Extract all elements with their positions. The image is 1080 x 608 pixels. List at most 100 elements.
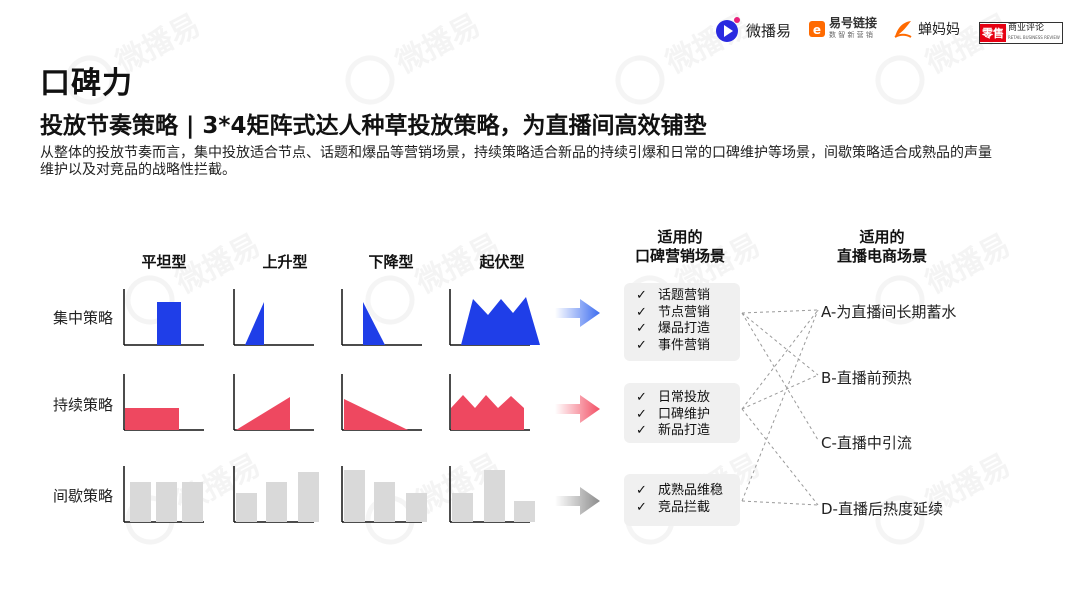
scene-item: ✓ 成熟品维稳	[636, 483, 740, 500]
shape-intermittent-flat-bar	[182, 482, 203, 522]
column-header-falling: 下降型	[368, 253, 414, 271]
connector-line	[741, 408, 819, 506]
logo-chanmama: 蝉妈妈	[892, 18, 960, 40]
shape-continuous-flat	[125, 408, 179, 430]
arrow-right-icon	[555, 487, 600, 515]
scene-header-line1: 适用的	[657, 228, 703, 246]
arrow-right-icon	[555, 395, 600, 423]
scene-item: ✓ 爆品打造	[636, 321, 740, 338]
connector-line	[741, 309, 819, 502]
scene-item-label: 话题营销	[658, 288, 711, 303]
shape-intermittent-falling-bar	[344, 470, 365, 522]
scene-item-label: 节点营销	[658, 304, 711, 320]
shape-intermittent-fluctuating-bar	[452, 493, 473, 522]
live-item-c: C-直播中引流	[821, 434, 912, 452]
shape-concentrated-fluctuating	[461, 297, 540, 345]
scene-header-line2: 口碑营销场景	[634, 247, 725, 265]
shape-intermittent-flat-bar	[156, 482, 177, 522]
yihao-logo-icon: e	[809, 21, 825, 37]
shape-intermittent-rising-bar	[298, 472, 319, 522]
shape-continuous-falling	[344, 399, 408, 430]
shape-concentrated-falling	[363, 302, 385, 345]
shape-intermittent-falling-bar	[406, 493, 427, 522]
shape-intermittent-rising-bar	[266, 482, 287, 522]
connector-line	[741, 309, 819, 410]
row-label-intermittent: 间歇策略	[53, 487, 114, 505]
watermark-icon	[875, 55, 925, 105]
check-icon: ✓	[636, 321, 647, 336]
check-icon: ✓	[636, 288, 647, 303]
live-header-line2: 直播电商场景	[836, 247, 927, 265]
check-icon: ✓	[636, 406, 647, 422]
scene-box-intermittent: ✓ 成熟品维稳 ✓ 竞品拦截	[624, 474, 740, 526]
logo-chanmama-text: 蝉妈妈	[918, 22, 960, 38]
shape-continuous-rising	[236, 397, 290, 430]
logo-retail-tagline: RETAIL BUSINESS REVIEW	[1008, 35, 1060, 40]
chanmama-logo-icon	[894, 21, 912, 38]
row-label-continuous: 持续策略	[53, 396, 114, 414]
scene-item-label: 口碑维护	[658, 406, 711, 422]
watermark-icon	[65, 55, 115, 105]
connector-line	[741, 500, 819, 506]
scene-item-label: 竞品拦截	[658, 499, 711, 515]
scene-item: ✓ 话题营销	[636, 288, 740, 305]
check-icon: ✓	[636, 423, 647, 438]
scene-item-label: 日常投放	[658, 390, 711, 405]
scene-item-label: 爆品打造	[658, 321, 711, 336]
watermark-icon	[365, 275, 415, 325]
live-header: 适用的 直播电商场景	[812, 228, 952, 266]
scene-item: ✓ 口碑维护	[636, 407, 740, 424]
scene-item: ✓ 竞品拦截	[636, 500, 740, 517]
svg-text:e: e	[813, 23, 821, 37]
logo-weiboyi-text: 微播易	[746, 21, 792, 40]
check-icon: ✓	[636, 337, 647, 353]
scene-item: ✓ 节点营销	[636, 305, 740, 322]
connector-line	[741, 312, 819, 376]
shape-intermittent-fluctuating-bar	[514, 501, 535, 522]
live-item-d: D-直播后热度延续	[821, 500, 943, 518]
scene-box-continuous: ✓ 日常投放 ✓ 口碑维护 ✓ 新品打造	[624, 383, 740, 443]
arrow-right-icon	[555, 299, 600, 327]
check-icon: ✓	[636, 499, 647, 515]
page-subtitle: 投放节奏策略 | 3*4矩阵式达人种草投放策略，为直播间高效铺垫	[40, 113, 707, 139]
logo-retail-badge: 零售	[980, 24, 1006, 42]
column-header-rising: 上升型	[262, 253, 308, 271]
scene-item: ✓ 新品打造	[636, 423, 740, 440]
weiboyi-logo-icon	[716, 17, 740, 42]
scene-item: ✓ 日常投放	[636, 390, 740, 407]
watermark-icon	[345, 55, 395, 105]
scene-box-concentrated: ✓ 话题营销 ✓ 节点营销 ✓ 爆品打造 ✓ 事件营销	[624, 283, 740, 361]
connector-line	[741, 309, 819, 314]
watermark-icon	[615, 55, 665, 105]
shape-intermittent-flat-bar	[130, 482, 151, 522]
logo-yihao: e 易号链接 数 智 新 营 销	[808, 17, 877, 41]
live-header-line1: 适用的	[859, 228, 905, 246]
shape-concentrated-rising	[245, 302, 264, 345]
logo-retail-text: 商业评论	[1008, 23, 1045, 33]
shape-concentrated-flat	[157, 302, 181, 345]
shape-intermittent-fluctuating-bar	[484, 470, 505, 522]
logo-yihao-text: 易号链接	[829, 16, 878, 30]
shape-intermittent-falling-bar	[374, 482, 395, 522]
watermark-icon	[875, 275, 925, 325]
partner-logos: 微播易 e 易号链接 数 智 新 营 销 蝉妈妈 零售 商业评论 RETAIL …	[0, 0, 1080, 60]
page-description: 从整体的投放节奏而言，集中投放适合节点、话题和爆品等营销场景，持续策略适合新品的…	[40, 145, 992, 178]
page-title: 口碑力	[40, 66, 133, 101]
scene-item: ✓ 事件营销	[636, 338, 740, 355]
logo-weiboyi: 微播易	[714, 16, 791, 44]
scene-item-label: 成熟品维稳	[658, 483, 724, 498]
shape-intermittent-rising-bar	[236, 493, 257, 522]
scene-item-label: 事件营销	[658, 337, 711, 353]
column-header-fluctuating: 起伏型	[479, 253, 525, 271]
live-item-b: B-直播前预热	[821, 369, 912, 387]
logo-yihao-tagline: 数 智 新 营 销	[829, 31, 873, 39]
logo-retail-review: 零售 商业评论 RETAIL BUSINESS REVIEW	[979, 22, 1063, 44]
watermark-icon	[875, 495, 925, 545]
check-icon: ✓	[636, 304, 647, 320]
check-icon: ✓	[636, 483, 647, 498]
connector-line	[741, 374, 819, 410]
scene-item-label: 新品打造	[658, 423, 711, 438]
live-item-a: A-为直播间长期蓄水	[821, 303, 957, 321]
scene-header: 适用的 口碑营销场景	[610, 228, 750, 266]
